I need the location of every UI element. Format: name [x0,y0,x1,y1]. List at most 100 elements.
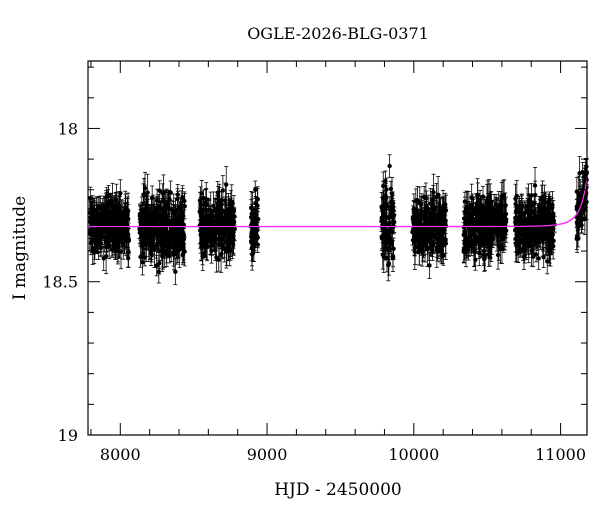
data-point [418,202,424,207]
data-point [137,213,143,219]
data-point [416,241,421,247]
data-point [214,216,219,221]
data-point [156,269,162,274]
data-point [90,245,95,251]
data-point [157,213,163,219]
data-point [142,191,148,197]
data-point [165,201,170,206]
data-point [157,188,162,193]
data-point [224,182,229,187]
data-point [109,227,115,233]
data-point [107,210,113,215]
data-point [102,234,107,240]
data-point [125,232,131,237]
data-point [434,245,439,250]
data-point [229,199,234,205]
data-point [231,237,236,242]
data-point [443,202,448,207]
data-point [179,225,184,230]
data-point [88,196,93,201]
data-point [232,214,237,219]
data-point [214,231,219,236]
data-point [390,205,395,210]
data-point [431,190,436,195]
data-point [410,217,416,222]
data-point [249,245,255,251]
data-point [93,240,98,246]
data-point [138,230,143,236]
data-points-layer [87,154,590,286]
data-point [441,214,447,219]
data-point [175,196,180,202]
data-point [421,194,427,200]
data-point [97,233,103,238]
data-point [161,232,167,238]
data-point [382,240,387,245]
data-point [179,232,185,237]
data-point [173,269,178,274]
data-point [104,230,110,235]
data-point [126,249,131,255]
data-point [443,241,449,246]
data-point [172,232,177,237]
data-point [418,216,424,222]
data-point [251,219,256,224]
data-point [174,243,179,249]
data-point [387,236,393,241]
data-point [390,255,396,260]
data-point [123,222,128,228]
data-point [387,163,392,169]
data-point [101,256,106,261]
data-point [386,263,391,268]
data-point [202,241,207,247]
data-point [469,195,474,201]
data-point [411,221,417,227]
data-point [428,240,434,245]
data-point [175,221,180,226]
data-point [211,203,216,209]
data-point [431,227,436,232]
chart-title: OGLE-2026-BLG-0371 [247,24,429,43]
data-point [168,239,173,244]
data-point [249,215,254,220]
data-point [201,207,207,212]
data-point [439,245,444,250]
data-point [425,246,430,252]
data-point [429,216,435,222]
data-point [157,261,162,266]
data-point [222,223,227,228]
data-point [154,229,159,234]
data-point [124,213,130,219]
data-point [384,232,389,237]
data-point [201,195,206,201]
data-point [106,193,111,198]
data-point [250,251,256,256]
data-point [143,241,149,247]
data-point [415,198,420,203]
data-point [206,213,212,218]
data-point [115,218,121,223]
data-point [436,217,442,223]
data-point [249,235,254,240]
data-point [226,244,231,249]
data-point [156,205,161,210]
data-point [116,239,122,245]
data-point [214,255,219,260]
data-point [164,250,169,256]
data-point [253,212,259,217]
data-point [120,209,126,215]
data-point [140,260,145,265]
data-point [213,248,218,253]
data-point [207,238,213,244]
data-point [168,190,173,195]
data-point [255,216,261,222]
data-point [226,237,231,242]
data-point [144,205,150,210]
data-point [216,242,222,248]
data-point [149,195,155,201]
data-point [388,186,394,192]
data-point [382,214,388,220]
data-point [224,249,229,254]
data-point [197,198,203,203]
